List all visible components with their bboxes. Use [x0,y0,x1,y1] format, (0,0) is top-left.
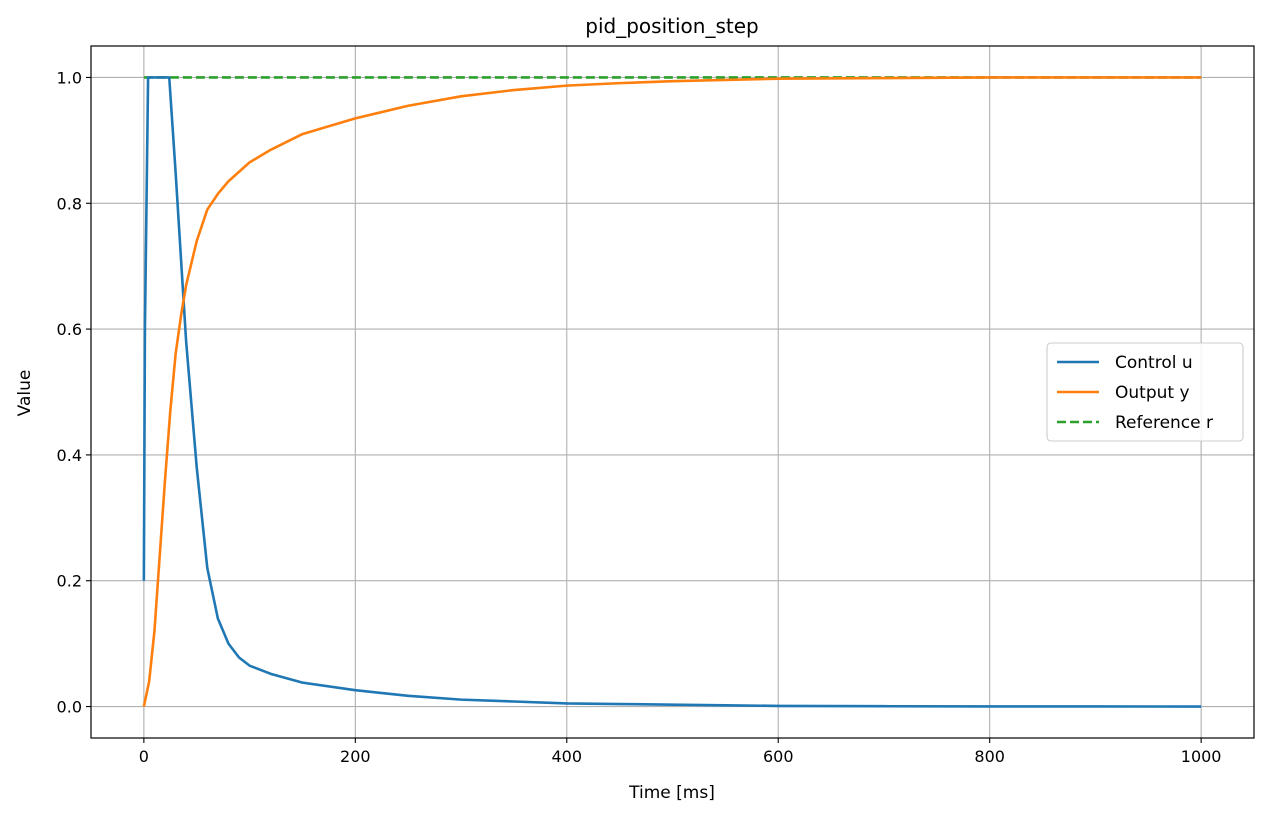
x-tick-label: 600 [763,747,794,766]
y-tick-label: 1.0 [57,68,82,87]
axes-frame [90,45,1255,739]
ticks: 0 200 400 600 800 1000 0.0 0.2 0.4 0.6 0.8 1.0 [57,68,1222,766]
series-line-output-y [142,76,1202,707]
series-line-control-u [142,76,1202,708]
legend-box [1046,342,1244,442]
y-axis-label: Value [15,370,35,417]
legend-label: Reference r [1115,413,1213,433]
y-tick-label: 0.8 [57,194,82,213]
x-tick-label: 0 [139,747,149,766]
y-tick-label: 0.2 [57,572,82,591]
legend-label: Control u [1115,353,1193,373]
y-tick-label: 0.6 [57,320,82,339]
legend: Control u Output y Reference r [1046,342,1244,442]
x-tick-label: 1000 [1181,747,1222,766]
x-tick-label: 200 [340,747,371,766]
x-tick-label: 800 [974,747,1005,766]
chart-title: pid_position_step [585,14,758,38]
y-tick-label: 0.0 [57,698,82,717]
y-tick-label: 0.4 [57,446,82,465]
x-axis-label: Time [ms] [628,783,715,803]
x-tick-label: 400 [551,747,582,766]
legend-label: Output y [1115,383,1190,403]
plot-area [142,76,1202,708]
